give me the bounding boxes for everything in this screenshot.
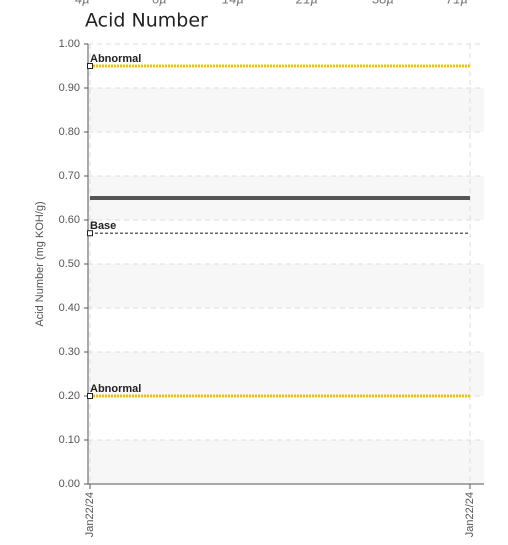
y-tick-label: 0.30	[59, 346, 80, 358]
y-axis-label: Acid Number (mg KOH/g)	[34, 201, 46, 326]
y-tick-label: 0.60	[59, 214, 80, 226]
y-tick-label: 0.40	[59, 302, 80, 314]
header-label: 38µ	[372, 0, 394, 6]
band	[88, 264, 484, 308]
x-tick-label: Jan22/24	[464, 492, 476, 537]
limit-label: Abnormal	[90, 383, 141, 395]
y-tick-label: 0.90	[59, 82, 80, 94]
y-tick-label: 1.00	[59, 38, 80, 50]
limit-label: Abnormal	[90, 53, 141, 65]
header-label: 14µ	[222, 0, 244, 6]
y-tick-label: 0.50	[59, 258, 80, 270]
y-tick-label: 0.20	[59, 390, 80, 402]
header-label: 21µ	[295, 0, 318, 6]
band	[88, 352, 484, 396]
limit-marker	[87, 63, 93, 69]
y-tick-label: 0.10	[59, 434, 80, 446]
header-label: 6µ	[152, 0, 167, 6]
y-tick-label: 0.00	[59, 478, 80, 490]
y-tick-label: 0.80	[59, 126, 80, 138]
limit-marker	[87, 230, 93, 237]
limit-label: Base	[90, 220, 116, 232]
y-tick-label: 0.70	[59, 170, 80, 182]
header-label: 71µ	[446, 0, 468, 6]
band	[88, 440, 484, 484]
x-tick-label: Jan22/24	[84, 492, 96, 537]
chart-title: Acid Number	[85, 10, 208, 32]
limit-marker	[87, 393, 93, 399]
band	[88, 88, 484, 132]
header-label: 4µ	[75, 0, 90, 6]
